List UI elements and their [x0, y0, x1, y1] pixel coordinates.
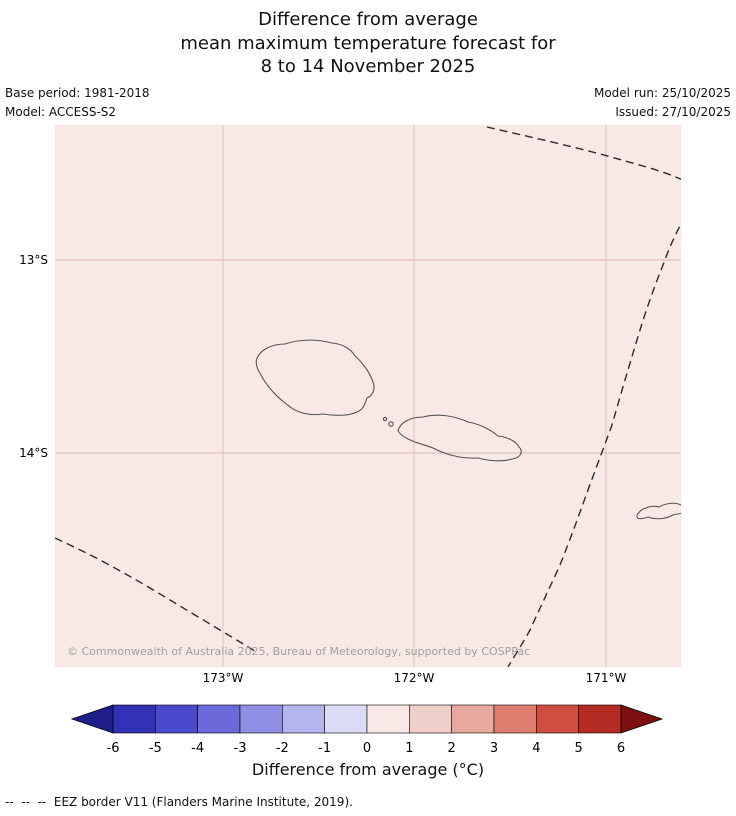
map-svg	[55, 125, 681, 667]
colorbar-svg: -6 -5 -4 -3 -2 -1 0 1 2 3 4 5 6	[70, 704, 664, 756]
eez-border-top-right	[486, 126, 681, 181]
coastline-manono-islet	[388, 421, 394, 427]
coastline-tutuila	[636, 502, 681, 520]
colorbar-cell	[578, 704, 622, 734]
ytick-label-13s: 13°S	[19, 253, 48, 267]
colorbar-under-arrow	[70, 704, 114, 734]
colorbar-tick-label: 0	[363, 741, 371, 756]
xtick-label-173w: 173°W	[202, 671, 244, 685]
issued-text: Issued: 27/10/2025	[615, 105, 731, 119]
colorbar: -6 -5 -4 -3 -2 -1 0 1 2 3 4 5 6	[0, 703, 736, 757]
copyright-text: © Commonwealth of Australia 2025, Bureau…	[67, 645, 531, 658]
colorbar-tick-label: -2	[276, 741, 289, 756]
map-area: © Commonwealth of Australia 2025, Bureau…	[55, 125, 681, 667]
colorbar-cell	[366, 704, 410, 734]
title-block: Difference from average mean maximum tem…	[0, 8, 736, 79]
xtick-label-171w: 171°W	[585, 671, 627, 685]
coastline-upolu	[397, 414, 522, 462]
title-line-3: 8 to 14 November 2025	[260, 56, 476, 77]
coastline-savaii	[255, 339, 375, 416]
title-line-2: mean maximum temperature forecast for	[180, 32, 556, 54]
ytick-label-14s: 14°S	[19, 446, 48, 460]
colorbar-cell	[324, 704, 368, 734]
coastlines	[255, 339, 681, 520]
colorbar-cell	[493, 704, 537, 734]
colorbar-tick-label: -1	[318, 741, 331, 756]
colorbar-cell	[197, 704, 241, 734]
model-run-text: Model run: 25/10/2025	[593, 86, 731, 100]
colorbar-tick-label: 1	[405, 741, 413, 756]
xtick-label-172w: 172°W	[393, 671, 435, 685]
colorbar-tick-label: -5	[149, 741, 162, 756]
eez-border-right-diagonal	[507, 222, 681, 667]
model-text: Model: ACCESS-S2	[5, 105, 117, 119]
colorbar-cell	[155, 704, 198, 734]
eez-legend-note: -- -- -- EEZ border V11 (Flanders Marine…	[5, 795, 353, 809]
colorbar-tick-label: 5	[575, 741, 583, 756]
colorbar-tick-label: -4	[191, 741, 204, 756]
colorbar-tick-label: 4	[532, 741, 540, 756]
colorbar-tick-label: -6	[107, 741, 120, 756]
eez-borders	[55, 126, 681, 667]
colorbar-cell	[282, 704, 325, 734]
base-period-text: Base period: 1981-2018	[5, 86, 150, 100]
colorbar-label: Difference from average (°C)	[251, 760, 485, 779]
title-line-1: Difference from average	[258, 9, 478, 30]
meta-left: Base period: 1981-2018 Model: ACCESS-S2	[5, 84, 150, 122]
gridlines	[55, 125, 681, 667]
colorbar-tick-label: -3	[234, 741, 247, 756]
meta-right: Model run: 25/10/2025 Issued: 27/10/2025	[594, 84, 731, 122]
colorbar-tick-label: 2	[448, 741, 456, 756]
colorbar-tick-label: 3	[490, 741, 498, 756]
colorbar-tick-label: 6	[617, 741, 625, 756]
colorbar-cell	[112, 704, 156, 734]
colorbar-cell	[239, 704, 283, 734]
eez-border-bottom-left	[55, 537, 259, 654]
colorbar-cell	[536, 704, 579, 734]
colorbar-over-arrow	[620, 704, 664, 734]
coastline-apolima-islet	[382, 416, 388, 422]
colorbar-cell	[451, 704, 495, 734]
colorbar-cell	[409, 704, 452, 734]
